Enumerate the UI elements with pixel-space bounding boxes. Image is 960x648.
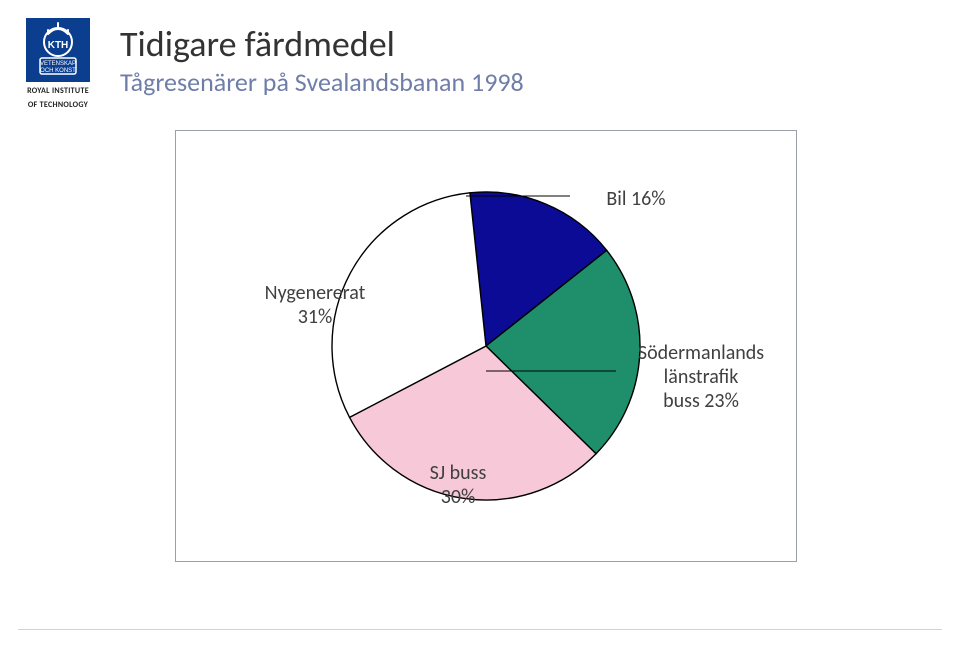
page-subtitle: Tågresenärer på Svealandsbanan 1998 — [120, 66, 524, 98]
pie-label-sodermanland: Södermanlandslänstrafikbuss 23% — [616, 341, 786, 413]
slide: VETENSKAP OCH KONST KTH ROYAL INSTITUTE … — [0, 0, 960, 648]
logo-band-text: VETENSKAP — [40, 61, 76, 67]
logo-subtitle-1: ROYAL INSTITUTE — [18, 86, 98, 96]
logo-subtitle-2: OF TECHNOLOGY — [18, 100, 98, 110]
pie-label-bil: Bil 16% — [576, 187, 696, 211]
pie-label-nygenererat: Nygenererat31% — [240, 281, 390, 329]
pie-chart-frame: Bil 16% Södermanlandslänstrafikbuss 23% SJ… — [175, 130, 797, 562]
kth-logo: VETENSKAP OCH KONST KTH — [26, 18, 90, 82]
logo-band-text2: OCH KONST — [40, 68, 76, 74]
logo-initials: KTH — [48, 40, 69, 51]
page-title: Tidigare färdmedel — [120, 22, 395, 66]
footer-rule — [18, 629, 942, 630]
kth-logo-block: VETENSKAP OCH KONST KTH ROYAL INSTITUTE … — [18, 18, 98, 110]
pie-chart — [326, 186, 646, 506]
pie-label-sjbuss: SJ buss30% — [398, 461, 518, 509]
